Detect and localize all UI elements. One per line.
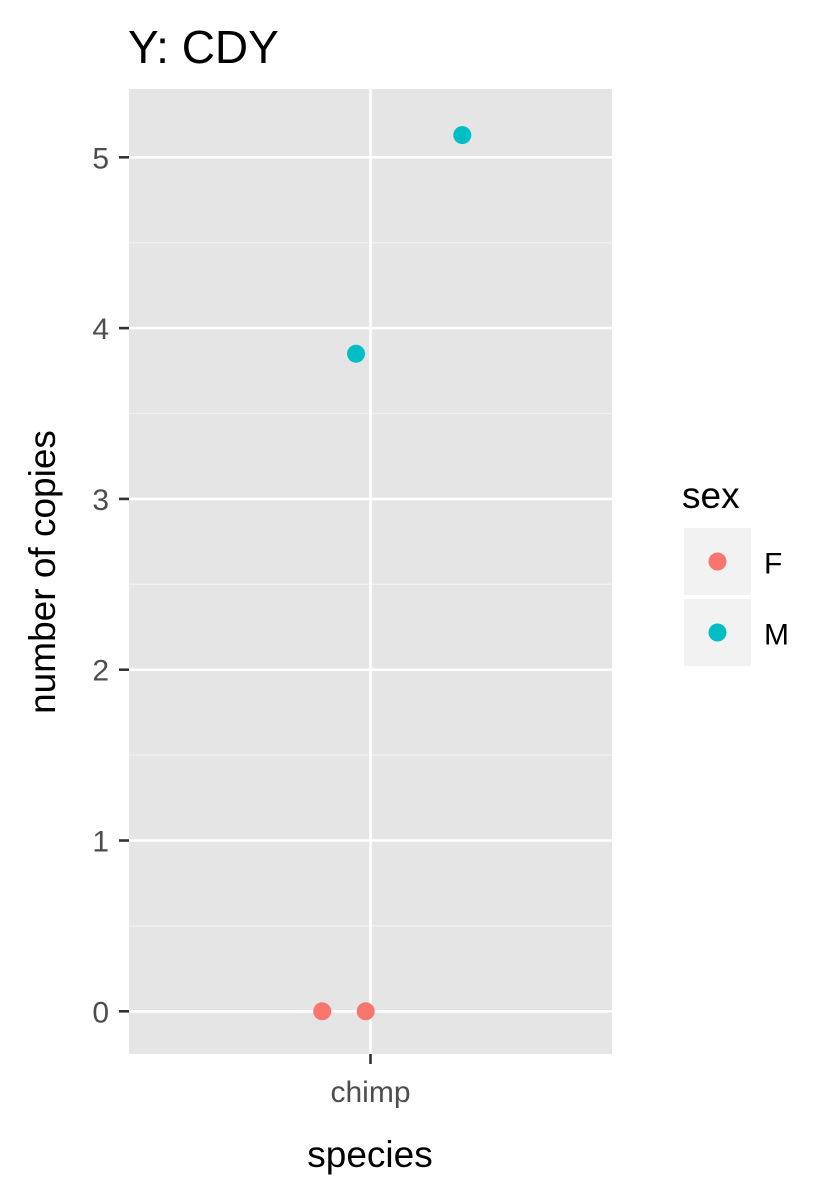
data-point-M	[453, 126, 472, 145]
y-tick-label: 1	[92, 826, 109, 859]
x-axis: chimp	[330, 1054, 411, 1109]
data-point-M	[347, 344, 366, 363]
y-axis: 0 1 2 3 4 5	[92, 142, 129, 1029]
y-tick-label: 5	[92, 142, 109, 175]
legend-title: sex	[682, 475, 740, 516]
y-axis-label: number of copies	[22, 430, 63, 714]
data-point-F	[313, 1002, 332, 1021]
legend-label-M: M	[764, 619, 789, 652]
data-point-F	[356, 1002, 375, 1021]
y-tick-label: 0	[92, 996, 109, 1029]
legend-key-F	[708, 552, 727, 571]
y-tick-label: 3	[92, 484, 109, 517]
x-tick-label: chimp	[330, 1076, 410, 1109]
legend: sex F M	[682, 475, 789, 666]
major-gridlines	[129, 89, 612, 1054]
y-tick-label: 2	[92, 655, 109, 688]
data-points	[313, 126, 472, 1021]
legend-label-F: F	[764, 548, 782, 581]
x-axis-label: species	[307, 1134, 432, 1175]
chart-title: Y: CDY	[128, 21, 279, 73]
y-tick-label: 4	[92, 313, 109, 346]
legend-key-M	[708, 623, 727, 642]
